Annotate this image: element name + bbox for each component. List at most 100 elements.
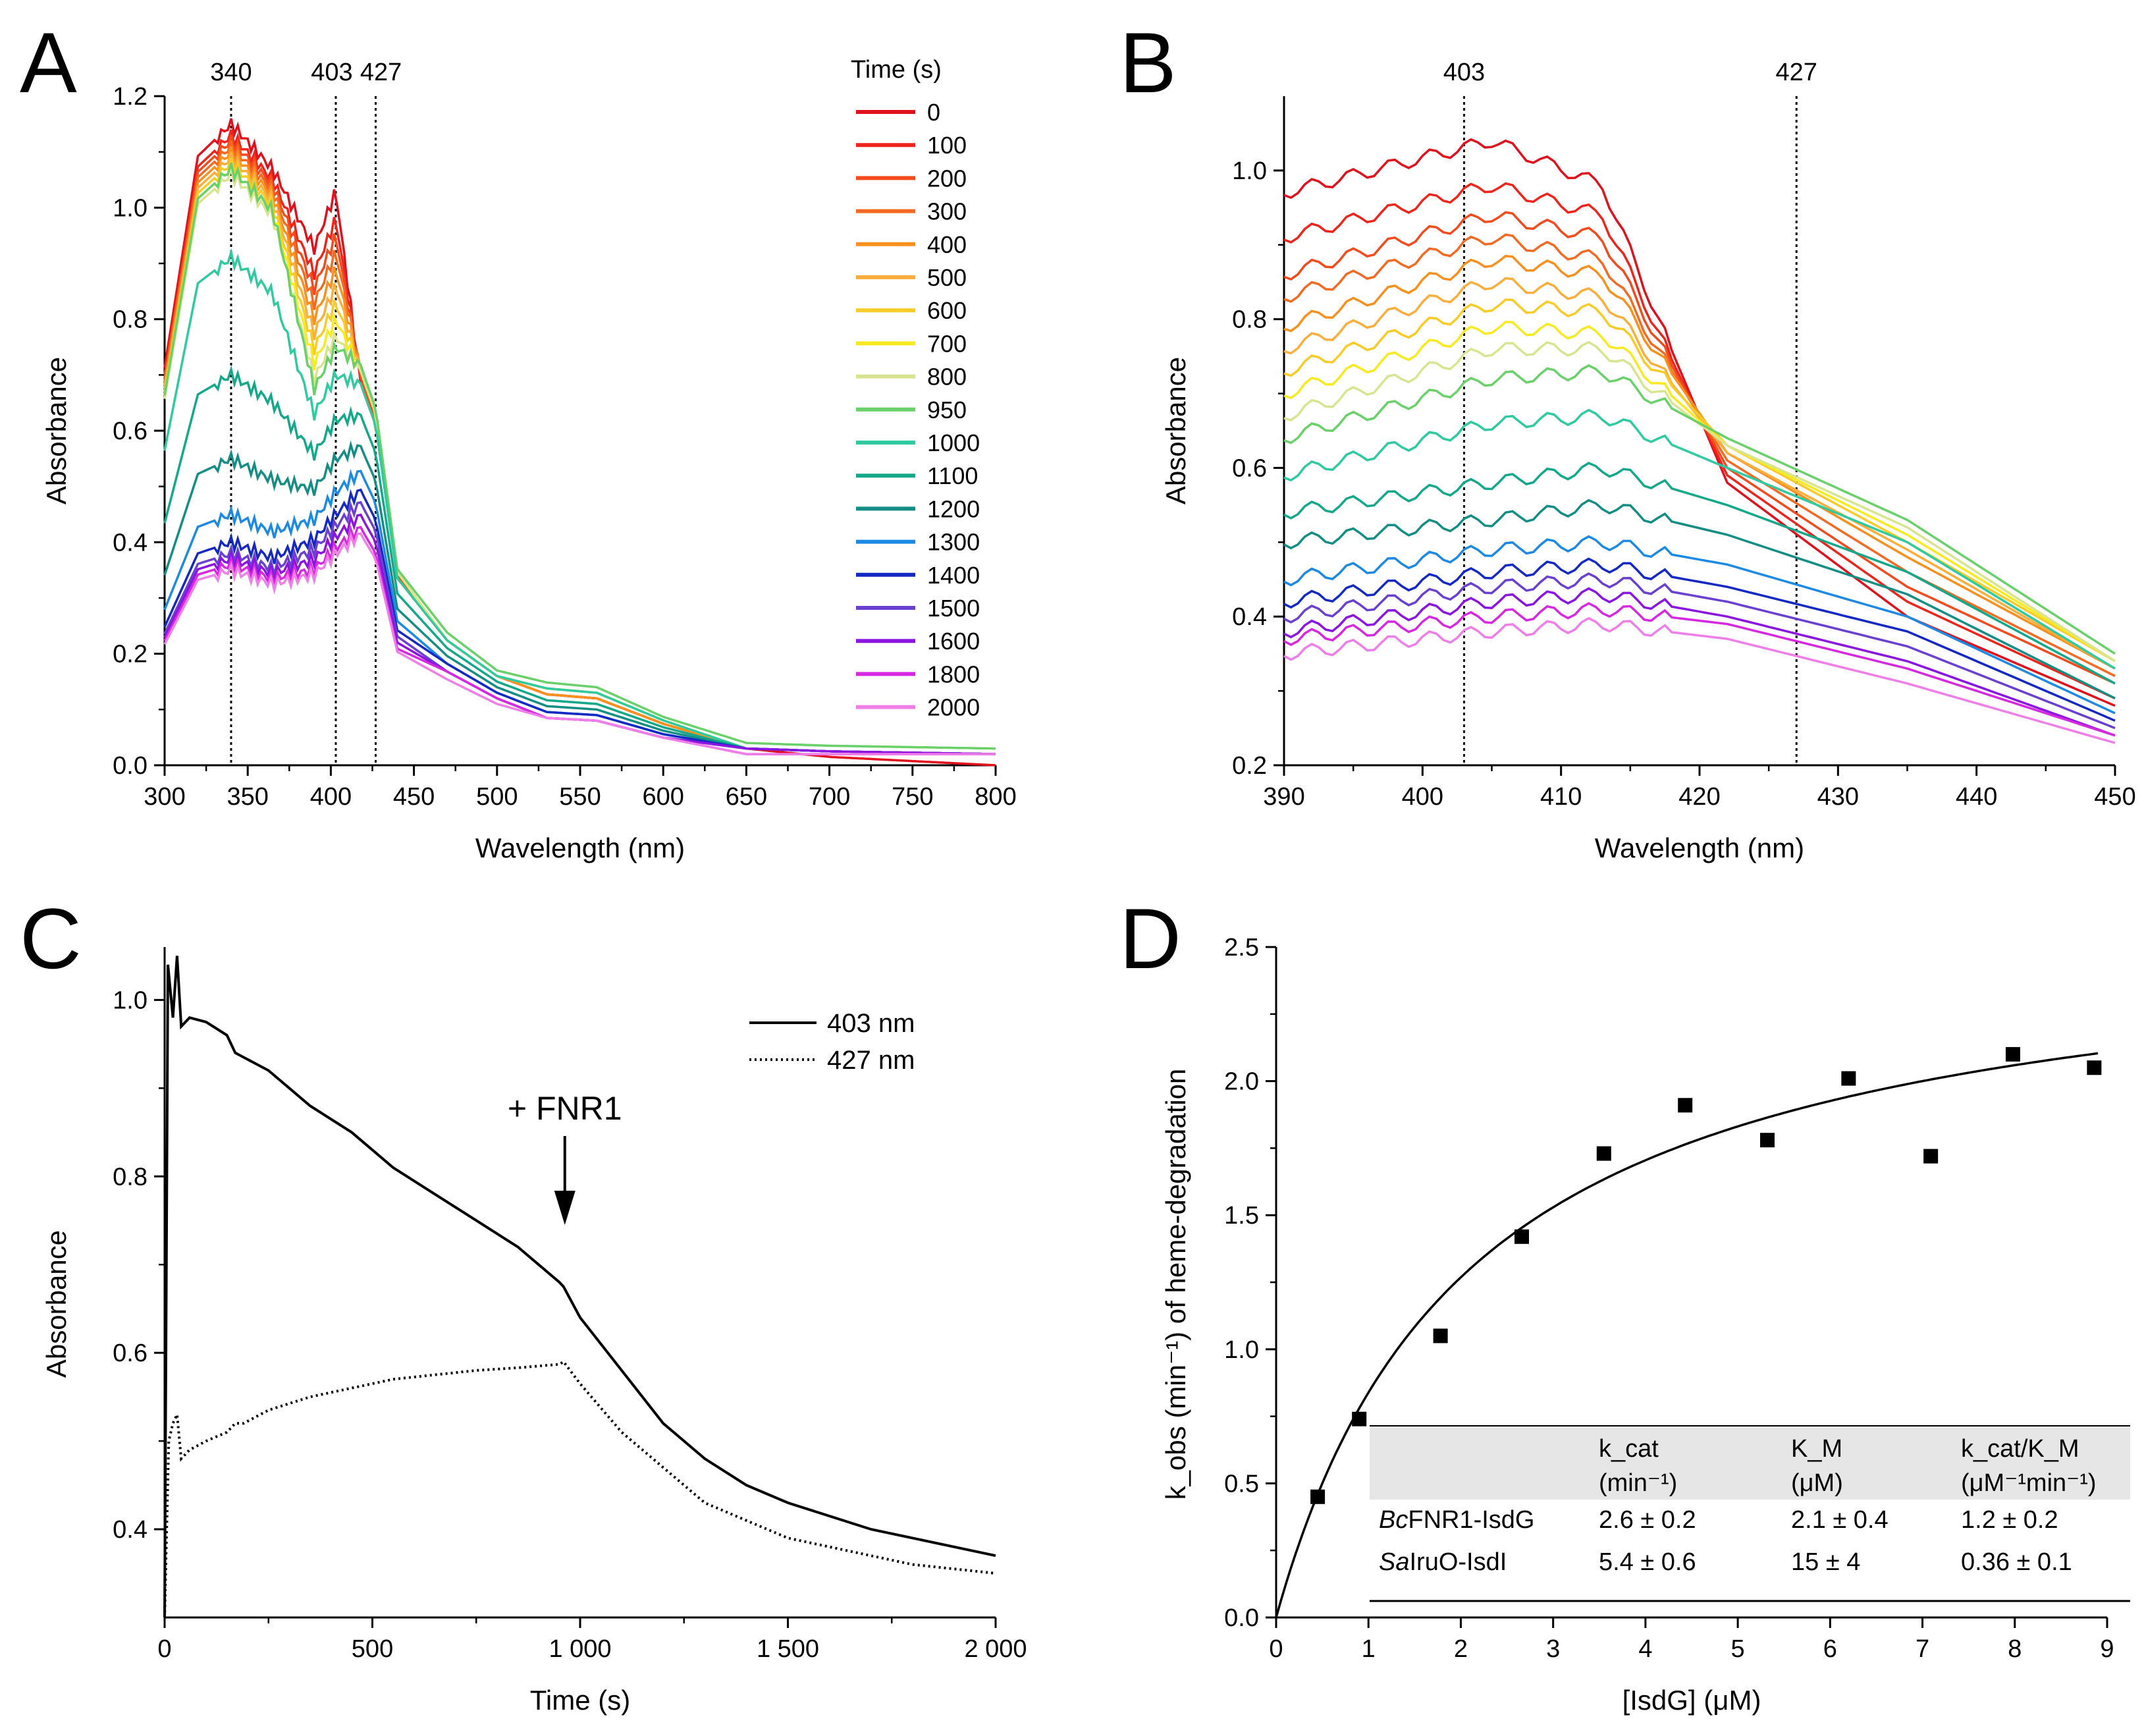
legend-label: 1200 — [927, 495, 980, 522]
x-tick-label: 400 — [310, 783, 352, 811]
spectrum-line-400 — [1283, 254, 2116, 670]
legend-label: 600 — [927, 297, 967, 324]
y-tick-label: 2.5 — [1224, 934, 1259, 962]
table-km-value: 15 ± 4 — [1791, 1548, 1860, 1576]
x-tick-label: 440 — [1956, 783, 1997, 811]
trace-427-nm — [163, 1359, 996, 1618]
y-tick-label: 0.8 — [1232, 306, 1267, 334]
y-tick-label: 2.0 — [1224, 1068, 1259, 1096]
data-point — [1841, 1071, 1856, 1086]
table-header-unit: (μM⁻¹min⁻¹) — [1961, 1469, 2097, 1497]
table-ratio-value: 0.36 ± 0.1 — [1961, 1548, 2072, 1576]
legend-label: 500 — [927, 264, 967, 291]
y-tick-label: 0.6 — [113, 418, 147, 445]
spectra-series — [163, 118, 996, 767]
x-tick-label: 9 — [2100, 1635, 2114, 1663]
spectrum-line-2000 — [1283, 616, 2116, 744]
table-header-background — [1370, 1426, 2130, 1500]
panel-letter: B — [1119, 14, 1177, 111]
x-axis-title: Time (s) — [530, 1685, 630, 1716]
x-tick-label: 500 — [352, 1635, 393, 1663]
x-tick-label: 2 — [1454, 1635, 1468, 1663]
y-axis-title: Absorbance — [41, 1230, 72, 1378]
spectrum-line-2000 — [163, 531, 996, 755]
spectrum-line-1100 — [1283, 462, 2116, 685]
x-tick-label: 1 500 — [757, 1635, 819, 1663]
y-tick-label: 1.0 — [1232, 157, 1267, 185]
x-tick-label: 350 — [227, 783, 268, 811]
x-tick-label: 1 — [1362, 1635, 1376, 1663]
panel-d-kinetics: D 0 1 2 3 4 5 6 7 8 9 0.0 0.5 1.0 1.5 2.0 2.5 [IsdG] (μM)… — [1119, 890, 2130, 1716]
table-row-name: SaIruO-IsdI — [1379, 1548, 1507, 1576]
legend-label: 403 nm — [827, 1009, 915, 1038]
panel-letter: A — [20, 14, 77, 111]
legend-label: 1500 — [927, 595, 980, 622]
y-tick-label: 0.4 — [113, 529, 147, 556]
spectrum-line-950 — [163, 163, 996, 750]
y-tick-label: 0.0 — [113, 752, 147, 780]
legend-label: 0 — [927, 99, 940, 126]
x-tick-label: 0 — [1269, 1635, 1283, 1663]
legend-label: 200 — [927, 165, 967, 192]
legend-label: 1400 — [927, 562, 980, 589]
michaelis-menten-fit — [1275, 1052, 2099, 1618]
legend-label: 800 — [927, 364, 967, 391]
x-tick-label: 600 — [642, 783, 683, 811]
legend-label: 427 nm — [827, 1046, 915, 1075]
spectrum-line-500 — [1283, 277, 2116, 670]
table-header-top: k_cat/K_M — [1961, 1435, 2079, 1463]
x-tick-label: 400 — [1402, 783, 1443, 811]
x-tick-label: 7 — [1916, 1635, 1929, 1663]
spectrum-line-1000 — [1283, 408, 2116, 670]
legend-label: 950 — [927, 396, 967, 423]
x-tick-label: 420 — [1678, 783, 1720, 811]
legend-label: 1100 — [927, 462, 978, 489]
spectrum-line-1500 — [1283, 572, 2116, 730]
y-tick-label: 1.2 — [113, 83, 147, 111]
legend: 403 nm 427 nm — [749, 1009, 915, 1075]
x-tick-label: 6 — [1823, 1635, 1837, 1663]
spectrum-line-200 — [163, 134, 996, 755]
x-tick-label: 800 — [975, 783, 1016, 811]
y-tick-label: 1.0 — [113, 194, 147, 222]
kinetics-table: k_cat (min⁻¹) K_M (μM) k_cat/K_M (μM⁻¹min⁻¹) B… — [1370, 1425, 2130, 1602]
x-tick-label: 450 — [393, 783, 435, 811]
data-point — [1352, 1411, 1367, 1426]
panel-c-time-course: C 0 500 1 000 1 500 2 000 0.4 0.6 0.8 1.0 Time (s)… — [20, 890, 1027, 1716]
y-tick-label: 1.5 — [1224, 1202, 1259, 1230]
legend-title: Time (s) — [851, 56, 942, 84]
legend-label: 1800 — [927, 661, 980, 688]
x-tick-label: 0 — [157, 1635, 171, 1663]
data-point — [1433, 1328, 1448, 1343]
y-axis-title: k_obs (min⁻¹) of heme-degradation — [1160, 1069, 1191, 1500]
wavelength-label: 403 — [1443, 59, 1485, 86]
legend-label: 700 — [927, 330, 967, 357]
wavelength-label: 427 — [1776, 59, 1817, 86]
x-tick-label: 700 — [809, 783, 850, 811]
panel-a-absorbance-spectra: A 300 350 400 450 500 550 600 650 700 750 800 0.0 0.2… — [20, 14, 1017, 863]
spectra-series — [1283, 138, 2116, 744]
data-point — [2005, 1046, 2020, 1062]
x-axis-title: Wavelength (nm) — [475, 832, 685, 863]
panel-b-zoomed-spectra: B 390 400 410 420 430 440 450 0.2 0.4 0.6 0.8 1.0 Wav… — [1119, 14, 2136, 863]
y-tick-label: 0.6 — [113, 1340, 147, 1367]
x-axis-title: Wavelength (nm) — [1595, 832, 1804, 863]
fnr1-annotation: + FNR1 — [508, 1090, 622, 1127]
x-tick-label: 8 — [2008, 1635, 2022, 1663]
y-tick-label: 0.8 — [113, 1163, 147, 1191]
wavelength-label: 340 — [210, 59, 252, 86]
panel-letter: C — [20, 890, 82, 987]
data-point — [1310, 1489, 1326, 1504]
x-tick-label: 450 — [2094, 783, 2135, 811]
y-tick-label: 0.4 — [1232, 603, 1267, 631]
legend-label: 400 — [927, 231, 967, 258]
y-tick-label: 0.6 — [1232, 454, 1267, 482]
spectrum-line-1300 — [163, 469, 996, 755]
x-tick-label: 300 — [144, 783, 185, 811]
spectrum-line-1600 — [1283, 587, 2116, 737]
y-axis-title: Absorbance — [1160, 357, 1191, 504]
y-tick-label: 0.8 — [113, 306, 147, 334]
x-tick-label: 390 — [1263, 783, 1304, 811]
legend-label: 1600 — [927, 628, 980, 655]
